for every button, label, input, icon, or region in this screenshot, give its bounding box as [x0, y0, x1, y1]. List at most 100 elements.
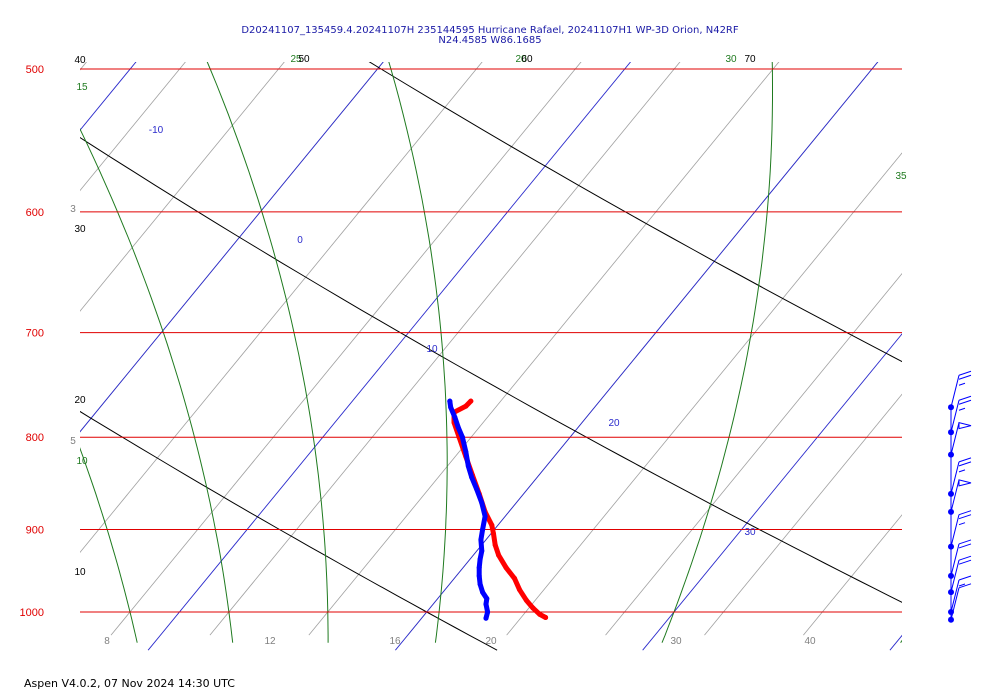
dewpoint-point — [455, 424, 461, 430]
wind-barb-shaft — [950, 514, 960, 547]
temperature-point — [489, 522, 495, 528]
wind-barb-flag — [958, 457, 972, 463]
isobar-label: 600 — [26, 207, 44, 219]
top-adiabat-label: 60 — [521, 54, 533, 65]
moist-adiabat-label: 35 — [895, 171, 907, 182]
moist-adiabat-line — [206, 62, 329, 643]
wind-barb-shaft — [950, 543, 960, 577]
dewpoint-point — [478, 537, 484, 543]
dewpoint-point — [477, 556, 483, 562]
moist-adiabat-line — [661, 62, 773, 643]
isotherm-line — [889, 634, 902, 651]
isotherm-label: 10 — [426, 344, 438, 355]
moist-adiabat-label: 10 — [76, 456, 88, 467]
dry-adiabat-line — [80, 410, 498, 651]
isobar-label: 800 — [26, 432, 44, 444]
temperature-point — [512, 575, 518, 581]
wind-barb-column — [948, 370, 972, 623]
wind-barb-shaft — [950, 422, 960, 455]
dewpoint-point — [469, 474, 475, 480]
isotherm-line — [642, 333, 902, 651]
sounding-traces — [447, 398, 549, 621]
dry-adiabat-label: 40 — [74, 55, 86, 66]
dewpoint-point — [479, 500, 485, 506]
wind-barb-shaft — [950, 461, 960, 494]
wind-barb-flag — [958, 370, 972, 376]
dewpoint-point — [447, 398, 453, 404]
dewpoint-point — [480, 589, 486, 595]
wind-barb-flag — [958, 539, 972, 545]
dewpoint-point — [459, 434, 465, 440]
isotherm-label: -10 — [149, 125, 164, 136]
wind-barb-flag — [958, 543, 972, 549]
dewpoint-point — [482, 513, 488, 519]
isotherm-line — [80, 62, 384, 433]
bottom-temp-label: 40 — [804, 636, 816, 647]
chart-title-line2: N24.4585 W86.1685 — [438, 35, 542, 46]
wind-barb-half-flag — [958, 407, 966, 411]
wind-barb — [948, 575, 972, 615]
temperature-point — [517, 587, 523, 593]
moist-adiabat-line — [80, 127, 234, 643]
isotherm-label: 30 — [744, 527, 756, 538]
dewpoint-point — [476, 565, 482, 571]
mixing-ratio-line — [803, 514, 902, 636]
mixing-ratio-label: 5 — [70, 436, 76, 447]
wind-barb-shaft — [950, 400, 960, 433]
wind-barb — [948, 457, 972, 497]
top-adiabat-label: 70 — [744, 54, 756, 65]
temperature-point — [491, 531, 497, 537]
bottom-temp-label: 8 — [104, 636, 110, 647]
wind-barb — [948, 370, 972, 411]
temperature-point — [523, 597, 529, 603]
temperature-point — [537, 611, 543, 617]
moist-adiabat-line — [900, 639, 902, 643]
wind-barb-shaft — [950, 479, 960, 512]
mixing-ratio-line — [110, 62, 582, 636]
mixing-ratio-line — [80, 62, 186, 192]
isobar-label: 700 — [26, 328, 44, 340]
dewpoint-point — [474, 486, 480, 492]
temperature-point — [492, 542, 498, 548]
dry-adiabat-label: 10 — [74, 567, 86, 578]
axis-labels: 500 600 700 800 900 1000 8 12 16 20 30 40 -10 0 10 20 30… — [20, 54, 907, 647]
mixing-ratio-line — [80, 62, 384, 433]
footer-version: Aspen V4.0.2, 07 Nov 2024 14:30 UTC — [24, 677, 235, 690]
dewpoint-point — [452, 414, 458, 420]
temperature-point — [468, 398, 474, 404]
wind-barb-flag — [958, 559, 972, 565]
mixing-ratio-line — [704, 393, 902, 636]
isotherm-line — [80, 62, 137, 131]
wind-barb-shaft — [950, 587, 960, 620]
wind-barb-shaft — [950, 579, 960, 613]
moist-adiabat-line — [80, 447, 138, 643]
dewpoint-point — [479, 548, 485, 554]
temperature-point — [530, 605, 536, 611]
dewpoint-point — [483, 601, 489, 607]
wind-barb-shaft — [950, 375, 960, 408]
mixing-ratio-line — [605, 273, 902, 636]
wind-barb — [948, 395, 972, 436]
mixing-ratio-line — [80, 62, 87, 71]
dewpoint-point — [483, 615, 489, 621]
top-adiabat-label: 50 — [298, 54, 310, 65]
moist-adiabat-label: 15 — [76, 82, 88, 93]
isotherm-label: 20 — [608, 418, 620, 429]
wind-barb-flag — [958, 555, 972, 561]
wind-barb-half-flag — [958, 583, 966, 587]
dry-adiabat-line — [80, 136, 902, 603]
wind-barb-flag — [958, 514, 972, 520]
wind-barb-flag — [958, 461, 972, 467]
moist-adiabat-label: 25 — [290, 54, 302, 65]
wind-barb-flag — [958, 399, 972, 405]
moist-adiabat-label: 20 — [515, 54, 527, 65]
wind-barb-flag — [958, 395, 972, 401]
dewpoint-point — [465, 463, 471, 469]
dry-adiabat-label: 20 — [74, 395, 86, 406]
bottom-temp-label: 20 — [485, 636, 497, 647]
wind-barb — [948, 510, 972, 550]
wind-barb — [948, 421, 972, 458]
wind-barb — [948, 555, 972, 596]
mixing-ratio-line — [506, 152, 902, 636]
